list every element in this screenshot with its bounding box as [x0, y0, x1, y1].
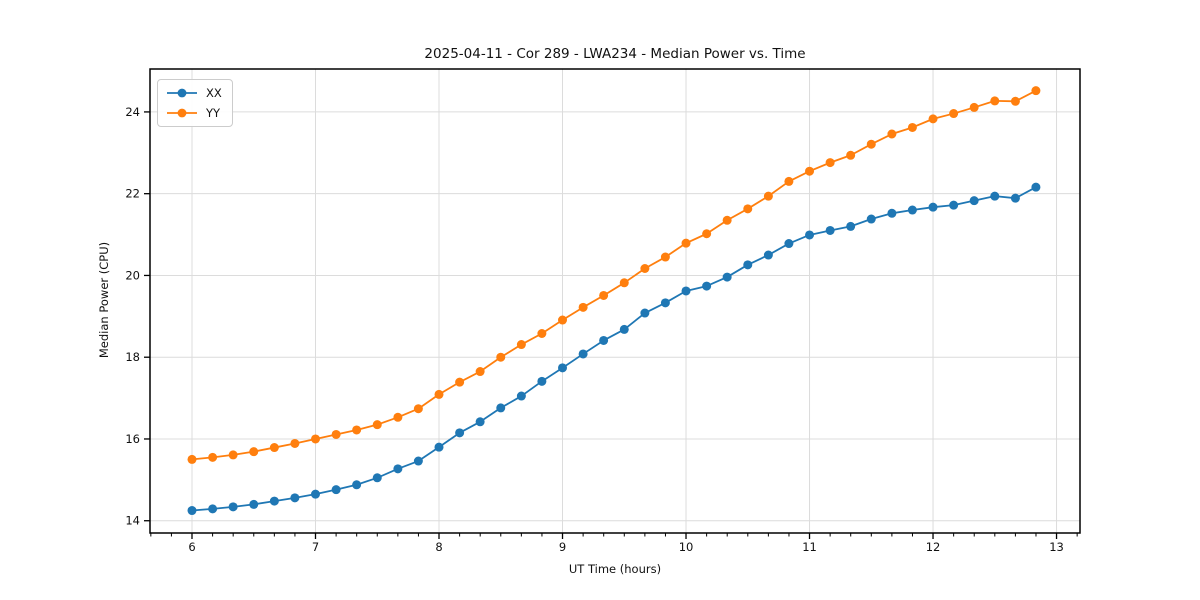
x-tick-label: 8: [435, 540, 442, 554]
legend-label-yy: YY: [206, 106, 221, 120]
gridlines: [150, 69, 1080, 533]
legend-line-marker-xx-icon: [167, 88, 197, 98]
ticks: 6 7 8 9 10 11 12 13 14 16 18 20 22 24: [125, 105, 1078, 554]
x-tick-label: 10: [679, 540, 694, 554]
x-tick-label: 7: [312, 540, 319, 554]
x-tick-label: 11: [802, 540, 817, 554]
legend-label-xx: XX: [206, 86, 222, 100]
y-axis-label: Median Power (CPU): [97, 241, 111, 359]
x-tick-label: 9: [559, 540, 566, 554]
y-tick-label: 22: [125, 187, 140, 201]
legend-item-yy: YY: [166, 105, 222, 121]
legend-item-xx: XX: [166, 85, 222, 101]
x-tick-label: 6: [188, 540, 195, 554]
y-tick-label: 18: [125, 350, 140, 364]
chart-title: 2025-04-11 - Cor 289 - LWA234 - Median P…: [424, 46, 806, 62]
y-tick-label: 14: [125, 514, 140, 528]
y-tick-label: 20: [125, 268, 140, 282]
legend-line-marker-yy-icon: [167, 108, 197, 118]
y-tick-label: 24: [125, 105, 140, 119]
x-tick-label: 13: [1049, 540, 1064, 554]
legend: XX YY: [157, 79, 233, 127]
series-xx: [187, 182, 1041, 516]
y-tick-label: 16: [125, 432, 140, 446]
x-axis-label: UT Time (hours): [568, 562, 662, 576]
series-yy: [187, 86, 1041, 464]
spines: [149, 68, 1081, 534]
x-tick-label: 12: [926, 540, 941, 554]
